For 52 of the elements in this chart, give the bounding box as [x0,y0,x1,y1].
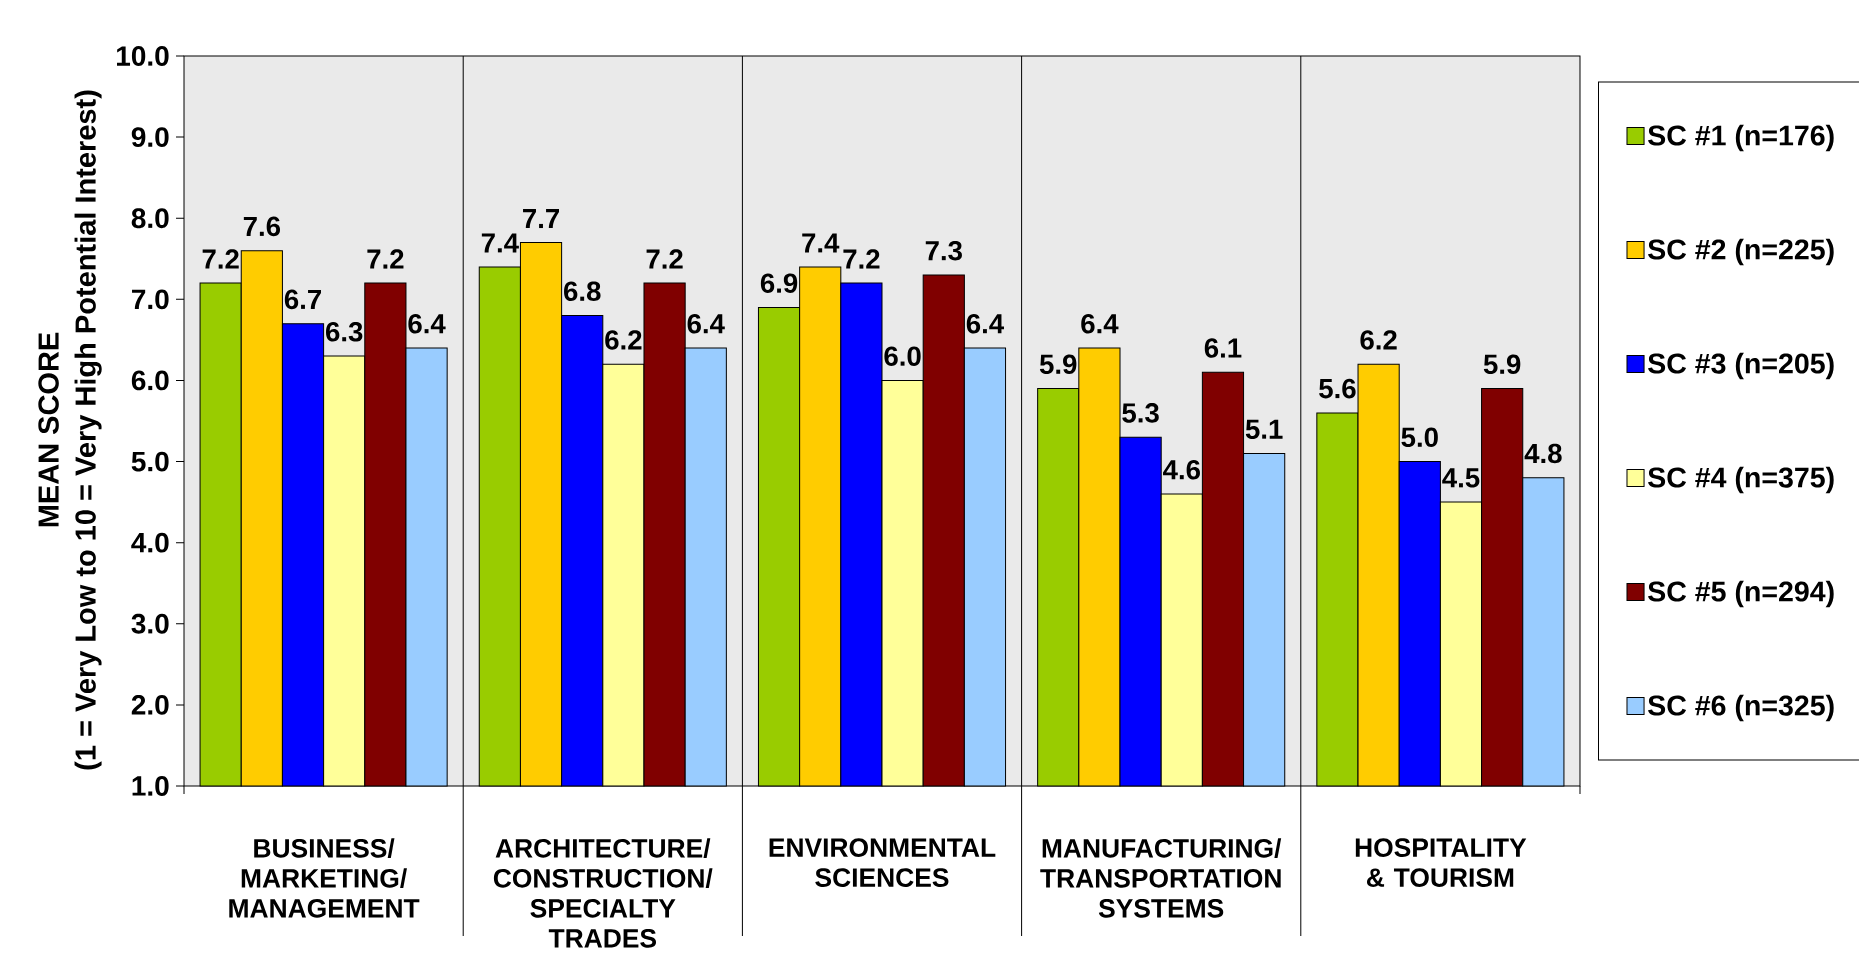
x-tick-label: HOSPITALITY & TOURISM [1355,838,1527,887]
y-tick-label: 2.0 [131,694,169,715]
data-label: 6.1 [1204,338,1242,358]
data-label: 7.7 [523,209,559,229]
data-label: 4.8 [1524,443,1562,464]
data-label: 7.2 [646,249,683,269]
y-tick-label: 1.0 [132,776,169,796]
data-label: 7.6 [243,216,281,237]
data-label: 6.4 [687,313,725,334]
data-label: 5.1 [1245,419,1283,439]
data-label: 6.4 [1081,313,1119,334]
y-tick-label: 10.0 [117,46,169,66]
y-tick-label: 7.0 [132,289,169,310]
y-tick-label: 3.0 [131,613,169,634]
data-label: 5.6 [1319,378,1356,399]
legend-label: SC #6 (n=325) [1648,694,1834,722]
data-label: 5.3 [1122,403,1159,423]
data-label: 6.2 [605,330,642,350]
data-label: 7.4 [481,233,519,253]
legend-label: SC #1 (n=176) [1648,124,1834,152]
data-label: 6.4 [966,313,1004,334]
data-label: 5.0 [1401,427,1438,448]
data-label: 7.2 [367,249,404,269]
data-label: 6.2 [1360,330,1397,350]
y-tick-label: 6.0 [131,370,169,391]
data-label: 7.3 [925,240,962,261]
data-label: 6.0 [884,346,921,366]
data-label: 6.8 [564,281,601,302]
data-label: 6.7 [284,289,321,310]
y-tick-label: 5.0 [131,451,169,472]
x-tick-label: MANUFACTURING/ TRANSPORTATION SYSTEMS [1040,838,1282,918]
data-label: 5.9 [1039,354,1077,375]
y-tick-label: 4.0 [131,532,169,553]
legend-label: SC #4 (n=375) [1648,466,1834,494]
y-tick-label: 9.0 [131,127,169,148]
data-label: 7.2 [843,249,880,269]
data-label: 5.9 [1483,354,1521,375]
data-label: 4.6 [1163,459,1200,480]
data-label: 7.4 [802,233,840,253]
y-tick-label: 8.0 [131,208,169,229]
data-label: 7.2 [202,249,239,269]
x-tick-label: ARCHITECTURE/ CONSTRUCTION/ SPECIALTY TRADES [493,838,713,948]
legend-label: SC #5 (n=294) [1648,580,1834,608]
data-label: 6.9 [760,273,798,293]
x-tick-label: ENVIRONMENTAL SCIENCES [769,838,996,887]
legend-label: SC #3 (n=205) [1648,352,1834,380]
data-label: 4.5 [1442,468,1480,488]
x-tick-label: BUSINESS/ MARKETING/ MANAGEMENT [229,838,420,918]
data-label: 6.3 [326,322,363,342]
y-axis-title: MEAN SCORE (1 = Very Low to 10 = Very High Potential Interest) [38,90,102,770]
legend-label: SC #2 (n=225) [1648,238,1834,266]
data-label: 6.4 [408,313,446,334]
